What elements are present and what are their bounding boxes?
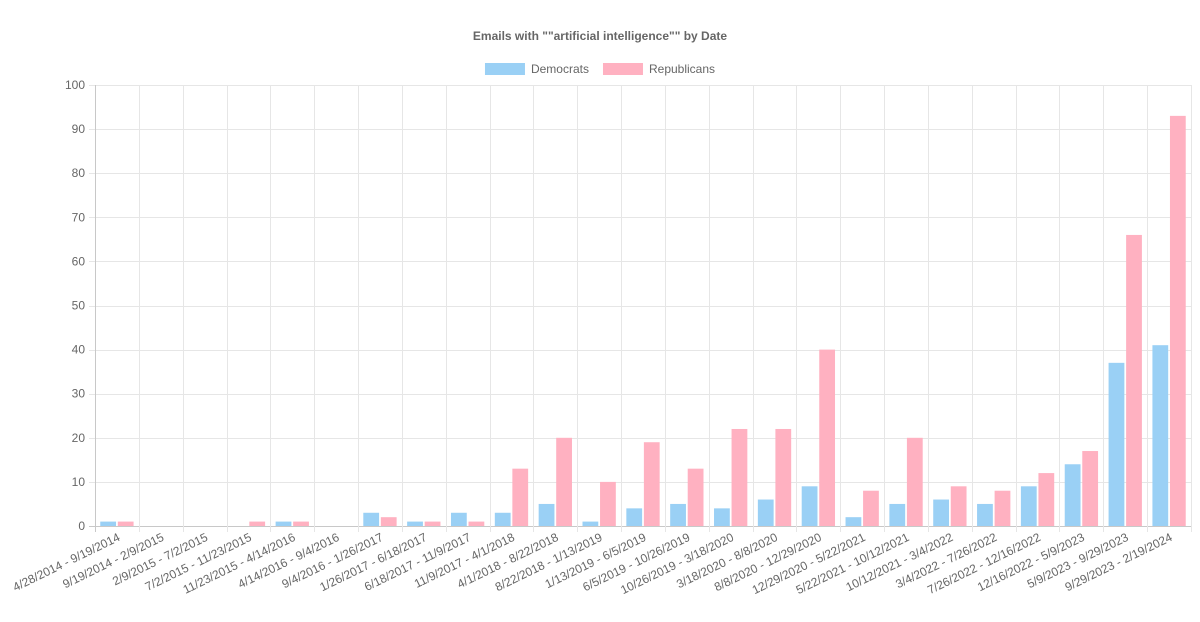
bar-democrats[interactable] (889, 503, 906, 526)
bar-republicans[interactable] (1082, 451, 1099, 526)
bar-democrats[interactable] (1152, 345, 1169, 526)
bar-democrats[interactable] (275, 521, 292, 526)
bar-republicans[interactable] (775, 428, 792, 526)
bars (100, 115, 1186, 527)
bar-democrats[interactable] (714, 508, 730, 526)
legend-swatch (602, 63, 643, 75)
bar-republicans[interactable] (380, 517, 397, 526)
y-tick-label: 70 (72, 210, 86, 224)
bar-democrats[interactable] (670, 503, 686, 526)
bar-democrats[interactable] (801, 486, 818, 526)
legend-item-republicans[interactable]: Republicans (602, 62, 715, 76)
bar-republicans[interactable] (424, 521, 441, 526)
y-tick-label: 30 (72, 387, 86, 401)
bar-democrats[interactable] (933, 499, 950, 526)
bar-republicans[interactable] (643, 442, 660, 526)
bar-democrats[interactable] (977, 503, 993, 526)
bar-republicans[interactable] (819, 349, 836, 526)
y-axis-ticks: 0 10 20 30 40 50 60 70 80 90 100 (65, 78, 85, 533)
bar-democrats[interactable] (450, 512, 467, 526)
bar-democrats[interactable] (100, 521, 117, 526)
bar-republicans[interactable] (512, 468, 529, 526)
y-tick-label: 60 (72, 254, 86, 268)
legend-item-democrats[interactable]: Democrats (484, 62, 589, 76)
bar-democrats[interactable] (1108, 362, 1125, 526)
legend-label: Republicans (649, 62, 715, 76)
bar-republicans[interactable] (994, 490, 1011, 526)
bar-democrats[interactable] (363, 512, 380, 526)
y-tick-label: 80 (72, 166, 86, 180)
bar-republicans[interactable] (950, 486, 967, 526)
bar-democrats[interactable] (626, 508, 643, 526)
bar-republicans[interactable] (906, 437, 923, 526)
bar-republicans[interactable] (293, 521, 309, 526)
y-tick-label: 90 (72, 122, 86, 136)
bar-democrats[interactable] (582, 521, 599, 526)
bar-democrats[interactable] (494, 512, 511, 526)
bar-republicans[interactable] (117, 521, 134, 526)
legend[interactable]: Democrats Republicans (484, 62, 715, 76)
bar-republicans[interactable] (1169, 115, 1186, 527)
chart-title: Emails with ""artificial intelligence"" … (473, 29, 727, 43)
bar-republicans[interactable] (249, 521, 266, 526)
bar-democrats[interactable] (1020, 486, 1037, 526)
bar-republicans[interactable] (600, 481, 616, 526)
bar-republicans[interactable] (863, 490, 879, 526)
grid (89, 85, 1192, 532)
legend-label: Democrats (531, 62, 589, 76)
bar-republicans[interactable] (687, 468, 704, 526)
bar-republicans[interactable] (731, 428, 748, 526)
bar-democrats[interactable] (538, 503, 555, 526)
bar-democrats[interactable] (407, 521, 423, 526)
bar-democrats[interactable] (845, 517, 862, 526)
y-tick-label: 0 (78, 519, 85, 533)
y-tick-label: 50 (72, 299, 86, 313)
legend-swatch (484, 63, 525, 75)
bar-democrats[interactable] (1064, 464, 1081, 526)
bar-republicans[interactable] (468, 521, 485, 526)
bar-republicans[interactable] (1038, 473, 1055, 526)
bar-democrats[interactable] (757, 499, 774, 526)
bar-republicans[interactable] (1126, 234, 1142, 526)
y-tick-label: 40 (72, 343, 86, 357)
y-tick-label: 20 (72, 431, 86, 445)
bar-republicans[interactable] (556, 437, 572, 526)
y-tick-label: 100 (65, 78, 85, 92)
y-tick-label: 10 (72, 475, 86, 489)
